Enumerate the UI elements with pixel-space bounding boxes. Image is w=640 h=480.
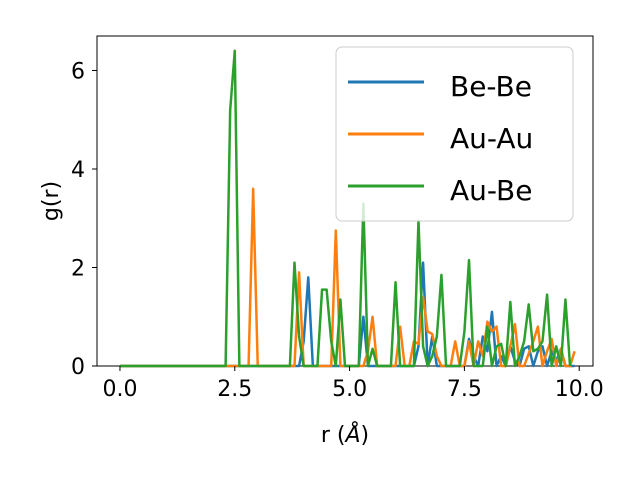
y-axis-title: g(r)	[39, 181, 64, 221]
legend: Be-Be Au-Au Au-Be	[335, 46, 574, 222]
y-tick-label: 6	[71, 59, 85, 84]
x-tick-label: 5.0	[332, 377, 367, 402]
x-axis-title: r (Å)	[321, 421, 369, 448]
series-layer	[119, 49, 576, 368]
legend-label-be-be: Be-Be	[450, 70, 532, 103]
x-tick-label: 7.5	[447, 377, 482, 402]
legend-label-au-be: Au-Be	[450, 174, 532, 207]
y-tick-label: 2	[71, 256, 85, 281]
legend-label-au-au: Au-Au	[450, 122, 533, 155]
x-tick-label: 2.5	[217, 377, 252, 402]
legend-box	[335, 46, 574, 222]
tick-layer: 0.0 2.5 5.0 7.5 10.0 0 2 4 6	[71, 59, 604, 402]
x-tick-label: 10.0	[555, 377, 604, 402]
y-tick-label: 0	[71, 355, 85, 380]
series-line-au-au	[119, 187, 576, 368]
x-tick-label: 0.0	[102, 377, 137, 402]
y-tick-label: 4	[71, 158, 85, 183]
series-line-au-be	[119, 49, 572, 368]
